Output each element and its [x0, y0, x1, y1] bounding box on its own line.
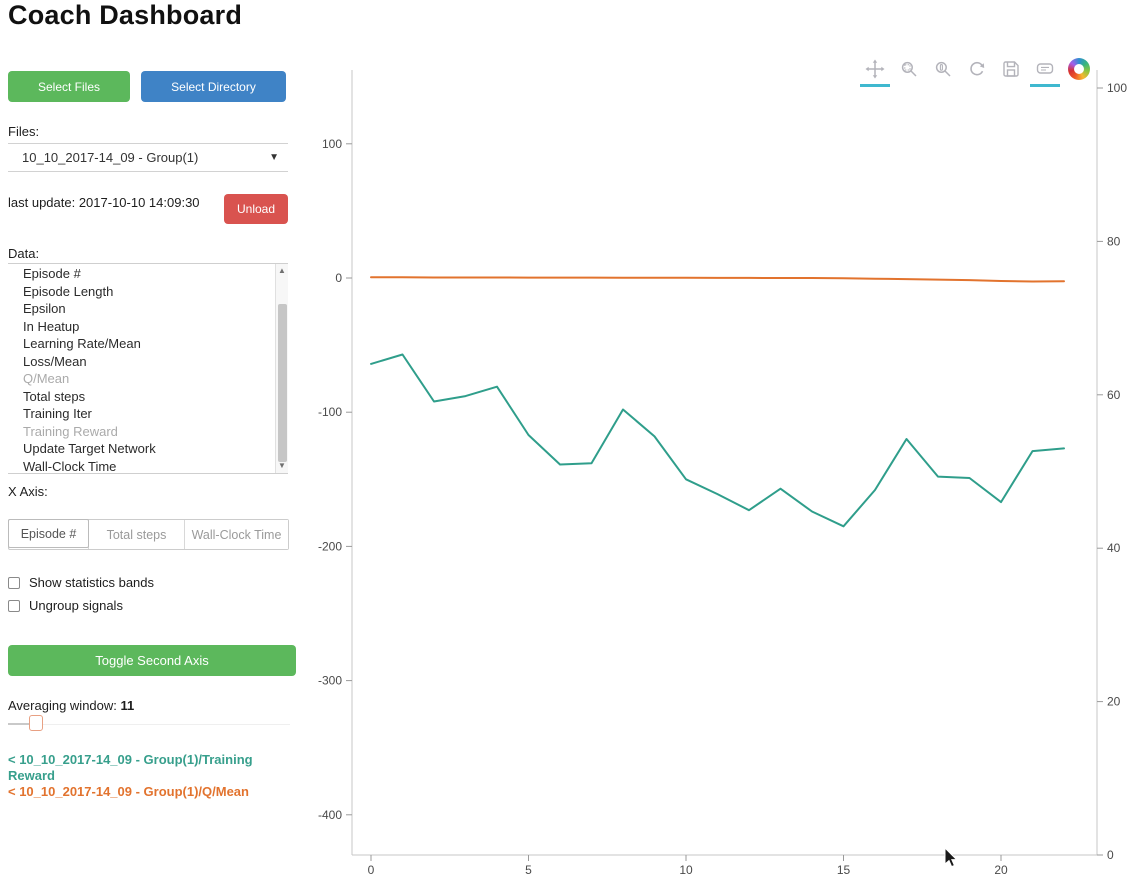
files-select[interactable]: 10_10_2017-14_09 - Group(1) ▼: [8, 143, 288, 172]
x-tick-label: 15: [837, 863, 851, 877]
left-tick-label: -100: [318, 405, 342, 419]
scroll-up-icon[interactable]: ▲: [278, 266, 286, 275]
left-tick-label: 0: [335, 271, 342, 285]
select-directory-button[interactable]: Select Directory: [141, 71, 286, 102]
chart-toolbar: [860, 58, 1090, 87]
left-tick-label: -400: [318, 808, 342, 822]
data-list-item[interactable]: Epsilon: [23, 301, 66, 316]
data-list-item[interactable]: Episode Length: [23, 283, 114, 299]
data-list-item[interactable]: Update Target Network: [23, 441, 156, 456]
x-axis-tab[interactable]: Wall-Clock Time: [184, 520, 288, 549]
averaging-window-value: 11: [120, 698, 135, 713]
left-tick-label: -200: [318, 539, 342, 553]
scrollbar-thumb[interactable]: [278, 304, 287, 462]
data-list-item[interactable]: Episode #: [23, 266, 81, 281]
right-tick-label: 0: [1107, 848, 1114, 862]
x-axis-tabs: Episode # Total steps Wall-Clock Time: [8, 519, 289, 550]
toggle-second-axis-button[interactable]: Toggle Second Axis: [8, 645, 296, 676]
files-select-value: 10_10_2017-14_09 - Group(1): [22, 150, 199, 165]
right-tick-label: 20: [1107, 695, 1121, 709]
x-tick-label: 10: [679, 863, 693, 877]
checkbox[interactable]: [8, 576, 20, 589]
x-axis-label: X Axis:: [8, 484, 48, 499]
data-list-item[interactable]: Training Reward: [23, 423, 118, 439]
left-tick-label: 100: [322, 137, 342, 151]
data-list-item[interactable]: Q/Mean: [23, 371, 70, 386]
right-tick-label: 60: [1107, 388, 1121, 402]
data-list-item[interactable]: Training Iter: [23, 406, 92, 421]
slider-handle[interactable]: [29, 715, 43, 731]
checkbox-label: Ungroup signals: [29, 598, 123, 613]
data-list-item[interactable]: In Heatup: [23, 318, 80, 334]
chart-legend: < 10_10_2017-14_09 - Group(1)/Training R…: [8, 752, 294, 801]
unload-button[interactable]: Unload: [224, 194, 288, 224]
data-list-item[interactable]: Wall-Clock Time: [23, 458, 117, 474]
hover-tool-icon[interactable]: [1030, 58, 1060, 87]
select-files-button[interactable]: Select Files: [8, 71, 130, 102]
legend-entry[interactable]: < 10_10_2017-14_09 - Group(1)/Q/Mean: [8, 784, 249, 799]
last-update-text: last update: 2017-10-10 14:09:30: [8, 195, 200, 210]
data-list-item[interactable]: Loss/Mean: [23, 353, 87, 369]
data-label: Data:: [8, 246, 40, 261]
series-line-training-reward: [370, 353, 1065, 528]
x-tick-label: 5: [525, 863, 532, 877]
files-label: Files:: [8, 124, 40, 139]
reset-tool-icon[interactable]: [966, 58, 988, 80]
slider-track: [8, 723, 30, 725]
right-tick-label: 40: [1107, 541, 1121, 555]
line-chart[interactable]: 100 0 -100 -200 -300 -400 100 80 60 40 20 0 0 5 10 15 20: [300, 60, 1142, 880]
options-checkboxes: Show statistics bands Ungroup signals: [8, 574, 154, 620]
save-tool-icon[interactable]: [1000, 58, 1022, 80]
averaging-slider[interactable]: [8, 714, 290, 732]
scrollbar[interactable]: ▲ ▼: [275, 264, 288, 473]
slider-track-rest: [30, 724, 290, 725]
data-list-item[interactable]: Total steps: [23, 388, 86, 404]
data-list-item[interactable]: Learning Rate/Mean: [23, 336, 141, 351]
checkbox-row[interactable]: Ungroup signals: [8, 597, 154, 614]
wheel-zoom-tool-icon[interactable]: [932, 58, 954, 80]
x-axis-tab[interactable]: Total steps: [88, 520, 184, 549]
x-tick-label: 0: [368, 863, 375, 877]
scroll-down-icon[interactable]: ▼: [278, 461, 286, 470]
checkbox[interactable]: [8, 599, 20, 612]
pan-tool-icon[interactable]: [860, 58, 890, 87]
x-tick-label: 20: [994, 863, 1008, 877]
bokeh-logo[interactable]: [1068, 58, 1090, 80]
checkbox-row[interactable]: Show statistics bands: [8, 574, 154, 591]
right-tick-label: 80: [1107, 234, 1121, 248]
data-list: Episode # Episode Length Epsilon In Heatup L…: [8, 263, 288, 474]
averaging-window-label: Averaging window:: [8, 698, 117, 713]
checkbox-label: Show statistics bands: [29, 575, 155, 590]
right-tick-label: 100: [1107, 81, 1127, 95]
mouse-cursor: [944, 848, 958, 868]
left-tick-label: -300: [318, 674, 342, 688]
box-zoom-tool-icon[interactable]: [898, 58, 920, 80]
legend-entry[interactable]: < 10_10_2017-14_09 - Group(1)/Training R…: [8, 752, 253, 783]
page-title: Coach Dashboard: [8, 0, 243, 30]
averaging-window: Averaging window: 11: [8, 698, 134, 713]
x-axis-tab[interactable]: Episode #: [8, 519, 89, 548]
chevron-down-icon: ▼: [269, 152, 279, 163]
series-line-q-mean: [370, 276, 1065, 283]
